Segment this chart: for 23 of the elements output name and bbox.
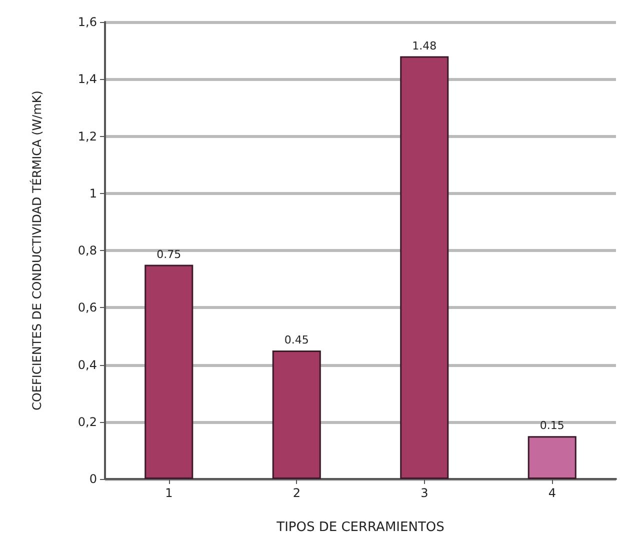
y-tick-label: 0,2 [78,414,97,429]
x-tick-label: 3 [420,486,428,500]
x-tick-label: 4 [548,486,556,500]
y-tick-label: 0,4 [78,358,97,372]
y-tick-label: 1 [89,186,97,200]
y-tick-label: 1,2 [78,129,97,144]
x-axis-title: TIPOS DE CERRAMIENTOS [276,520,444,535]
y-tick-label: 1,4 [78,72,97,86]
y-tick-label: 0,6 [78,300,97,315]
bar [272,350,321,479]
y-tick-label: 0 [89,472,97,486]
x-tick-label: 2 [292,486,300,500]
bar [144,264,194,479]
y-axis-title: COEFICIENTES DE CONDUCTIVIDAD TÉRMICA (W/mK) [29,90,44,410]
y-tick-label: 1,6 [78,15,97,29]
data-label: 0.15 [540,419,564,432]
data-label: 1.48 [412,39,437,52]
bar [400,56,449,479]
y-tick-label: 0,8 [78,244,97,258]
data-label: 0.45 [284,333,309,346]
x-tick-label: 1 [165,486,173,500]
bar [528,436,576,479]
data-label: 0.75 [156,248,182,261]
